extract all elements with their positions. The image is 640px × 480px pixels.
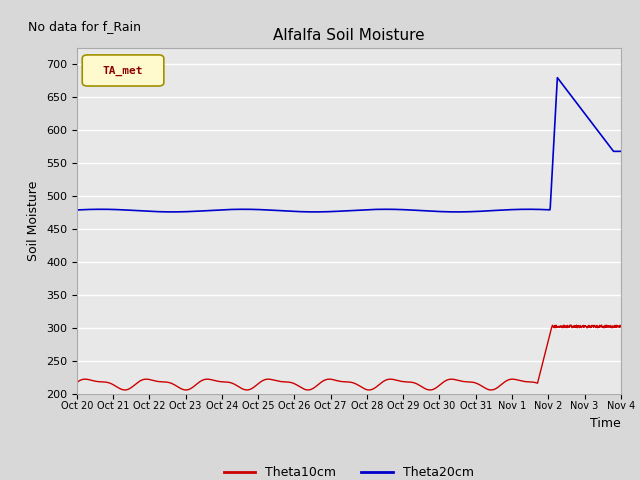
Title: Alfalfa Soil Moisture: Alfalfa Soil Moisture (273, 28, 424, 43)
FancyBboxPatch shape (82, 55, 164, 86)
Text: TA_met: TA_met (103, 65, 143, 75)
Legend: Theta10cm, Theta20cm: Theta10cm, Theta20cm (219, 461, 479, 480)
Y-axis label: Soil Moisture: Soil Moisture (28, 180, 40, 261)
X-axis label: Time: Time (590, 417, 621, 430)
Text: No data for f_Rain: No data for f_Rain (28, 20, 141, 33)
